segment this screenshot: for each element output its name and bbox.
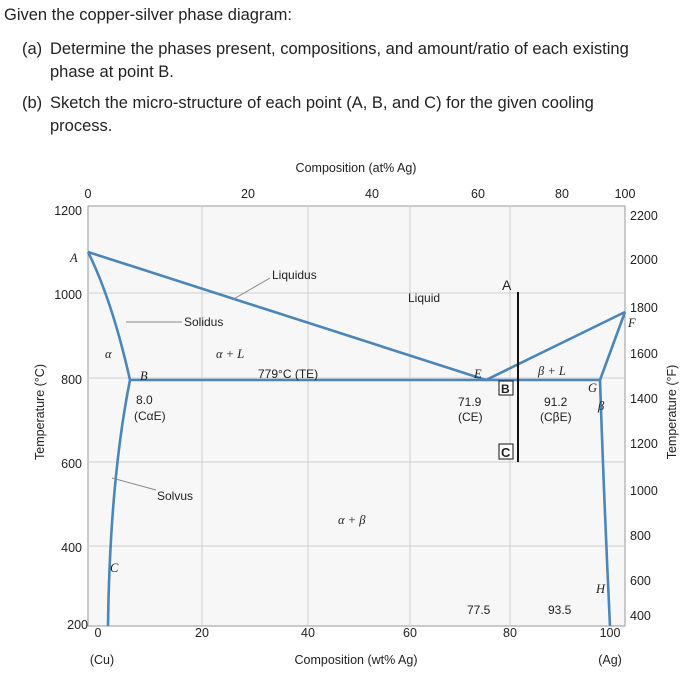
question-line: Determine the phases present, compositio…	[50, 40, 629, 58]
composition-label: 8.0	[136, 393, 153, 407]
point-box	[498, 443, 514, 460]
point-label: B	[140, 369, 148, 383]
tick-label: 60	[403, 626, 417, 640]
question-label: (b)	[22, 94, 42, 112]
grid	[88, 206, 625, 626]
tick-label: 20	[195, 626, 209, 640]
tick-label: 1600	[630, 347, 658, 361]
axis-end-label: (Ag)	[598, 653, 622, 667]
composition-label: (CαE)	[134, 409, 166, 423]
region-label: Liquid	[408, 291, 440, 305]
axis-title: Temperature (°C)	[33, 364, 47, 460]
curve-label: Liquidus	[272, 268, 317, 282]
tick-label: 1800	[630, 301, 658, 315]
eutectic-label: 779°C (TE)	[258, 367, 318, 381]
region-label: α + L	[216, 347, 244, 361]
tick-label: 600	[630, 574, 651, 588]
tick-label: 400	[61, 541, 82, 555]
tick-label: 800	[61, 373, 82, 387]
tick-label: 2000	[630, 253, 658, 267]
axis-title: Composition (at% Ag)	[296, 161, 417, 175]
annotation-arrow	[231, 277, 271, 301]
region-label: β + L	[537, 364, 566, 378]
tick-label: 1200	[630, 437, 658, 451]
region-label: α	[105, 347, 112, 361]
point-label: A	[69, 251, 78, 265]
axis-end-label: (Cu)	[90, 653, 114, 667]
axis-title: Temperature (°F)	[665, 365, 679, 460]
axis-title: Composition (wt% Ag)	[295, 653, 418, 667]
curve-label: Solidus	[184, 315, 223, 329]
composition-label: 71.9	[458, 395, 482, 409]
curve-label: Solvus	[157, 489, 193, 503]
question-line: process.	[50, 117, 112, 135]
tick-label: 80	[503, 626, 517, 640]
tick-label: 2200	[630, 209, 658, 223]
annotation-arrow	[111, 477, 157, 491]
tick-label: 0	[85, 187, 92, 201]
solvus-curve	[106, 379, 132, 627]
question-line: Sketch the micro-structure of each point…	[50, 94, 594, 112]
tick-label: 100	[600, 626, 621, 640]
tick-label: 800	[630, 529, 651, 543]
question-label: (a)	[22, 40, 42, 58]
composition-label: 93.5	[548, 603, 572, 617]
tick-label: 1000	[630, 484, 658, 498]
point-label: C	[110, 561, 119, 575]
title: Given the copper-silver phase diagram:	[4, 6, 292, 24]
point-box	[498, 380, 514, 396]
solvus-curve	[598, 379, 612, 627]
tick-label: 1000	[54, 288, 82, 302]
question-line: phase at point B.	[50, 63, 174, 81]
composition-label: 91.2	[544, 395, 568, 409]
point-label: H	[595, 582, 606, 596]
point-label: C	[501, 445, 511, 460]
solidus-curve	[598, 311, 627, 381]
tick-label: 40	[365, 187, 379, 201]
tick-label: 100	[615, 187, 636, 201]
tick-label: 80	[555, 187, 569, 201]
phase-diagram: Composition (at% Ag) 0 20 40 60 80 100 0…	[33, 161, 679, 667]
tick-label: 1200	[54, 204, 82, 218]
composition-label: (CE)	[458, 410, 483, 424]
composition-label: 77.5	[467, 603, 491, 617]
tick-label: 20	[241, 187, 255, 201]
region-label: α + β	[338, 513, 366, 527]
point-label: B	[501, 382, 510, 396]
tick-label: 1400	[630, 392, 658, 406]
plot-frame	[87, 205, 626, 627]
point-label: E	[473, 367, 482, 381]
tick-label: 600	[61, 457, 82, 471]
tick-label: 400	[630, 609, 651, 623]
point-label: F	[627, 316, 636, 330]
tick-label: 0	[95, 626, 102, 640]
solidus-curve	[86, 251, 132, 381]
region-label: β	[597, 399, 605, 413]
point-label: G	[588, 381, 597, 395]
point-label: A	[502, 277, 512, 293]
tick-label: 40	[301, 626, 315, 640]
tick-label: 60	[471, 187, 485, 201]
tick-label: 200	[67, 618, 88, 632]
composition-label: (CβE)	[540, 410, 572, 424]
